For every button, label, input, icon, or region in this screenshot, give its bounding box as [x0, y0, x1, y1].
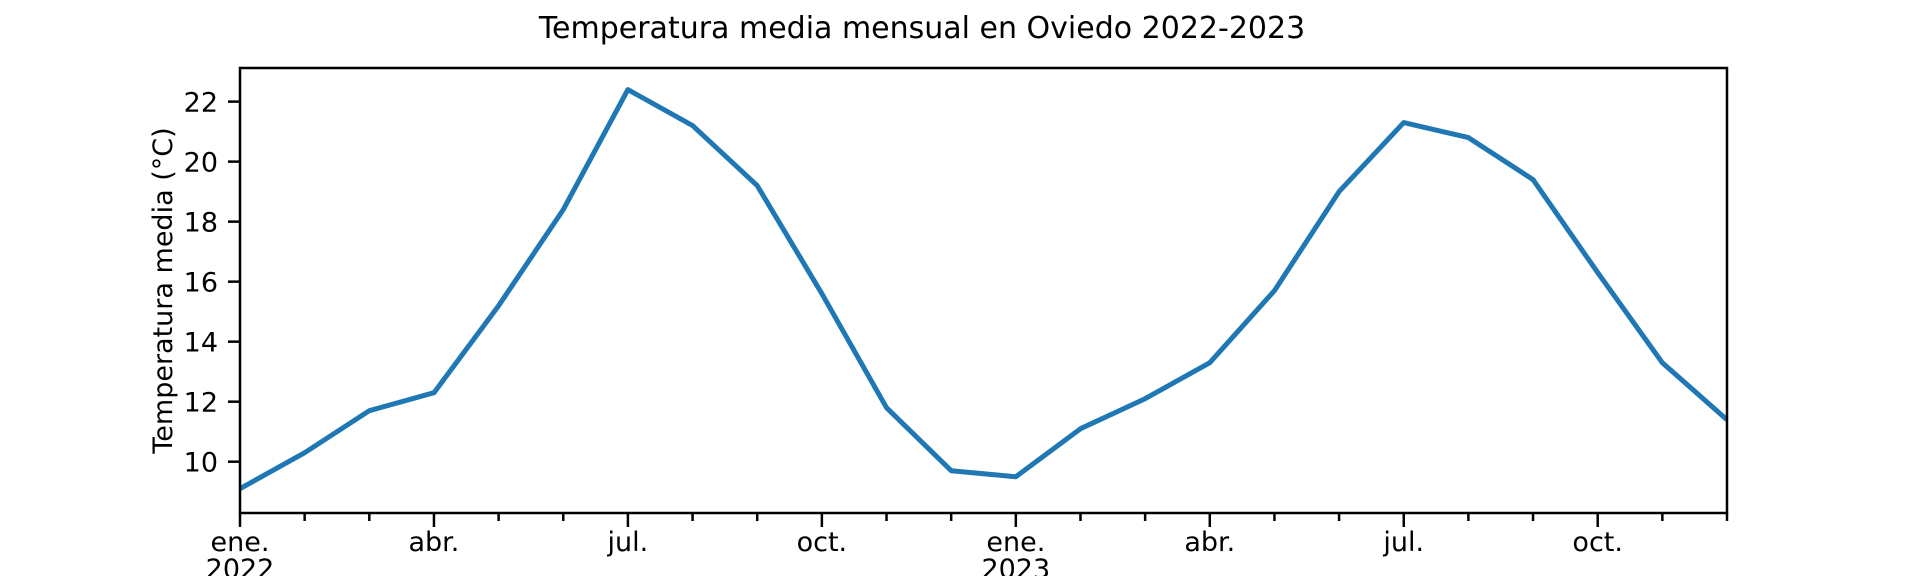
x-tick-label: jul. [607, 527, 649, 558]
x-tick-label: ene. [986, 527, 1045, 558]
x-tick-label: jul. [1382, 527, 1424, 558]
y-tick-label: 12 [184, 388, 218, 419]
x-tick-label: abr. [409, 527, 460, 558]
y-tick-label: 22 [184, 88, 218, 119]
y-tick-label: 14 [184, 328, 218, 359]
y-axis: 10 12 14 16 18 20 22 [184, 88, 240, 479]
series-line [238, 87, 1729, 491]
chart-title: Temperatura media mensual en Oviedo 2022… [538, 11, 1305, 46]
y-tick-label: 18 [184, 208, 218, 239]
x-tick-label: oct. [1572, 527, 1623, 558]
x-tick-year-label: 2023 [981, 554, 1050, 576]
plot-border [238, 66, 1729, 515]
x-tick-year-label: 2022 [206, 554, 275, 576]
x-tick-label: oct. [797, 527, 848, 558]
y-tick-label: 16 [184, 268, 218, 299]
y-axis-label: Temperatura media (°C) [148, 127, 179, 454]
x-tick-label: abr. [1184, 527, 1235, 558]
x-tick-label: ene. [211, 527, 270, 558]
y-tick-label: 20 [184, 148, 218, 179]
y-tick-label: 10 [184, 448, 218, 479]
temperature-line [238, 87, 1729, 491]
